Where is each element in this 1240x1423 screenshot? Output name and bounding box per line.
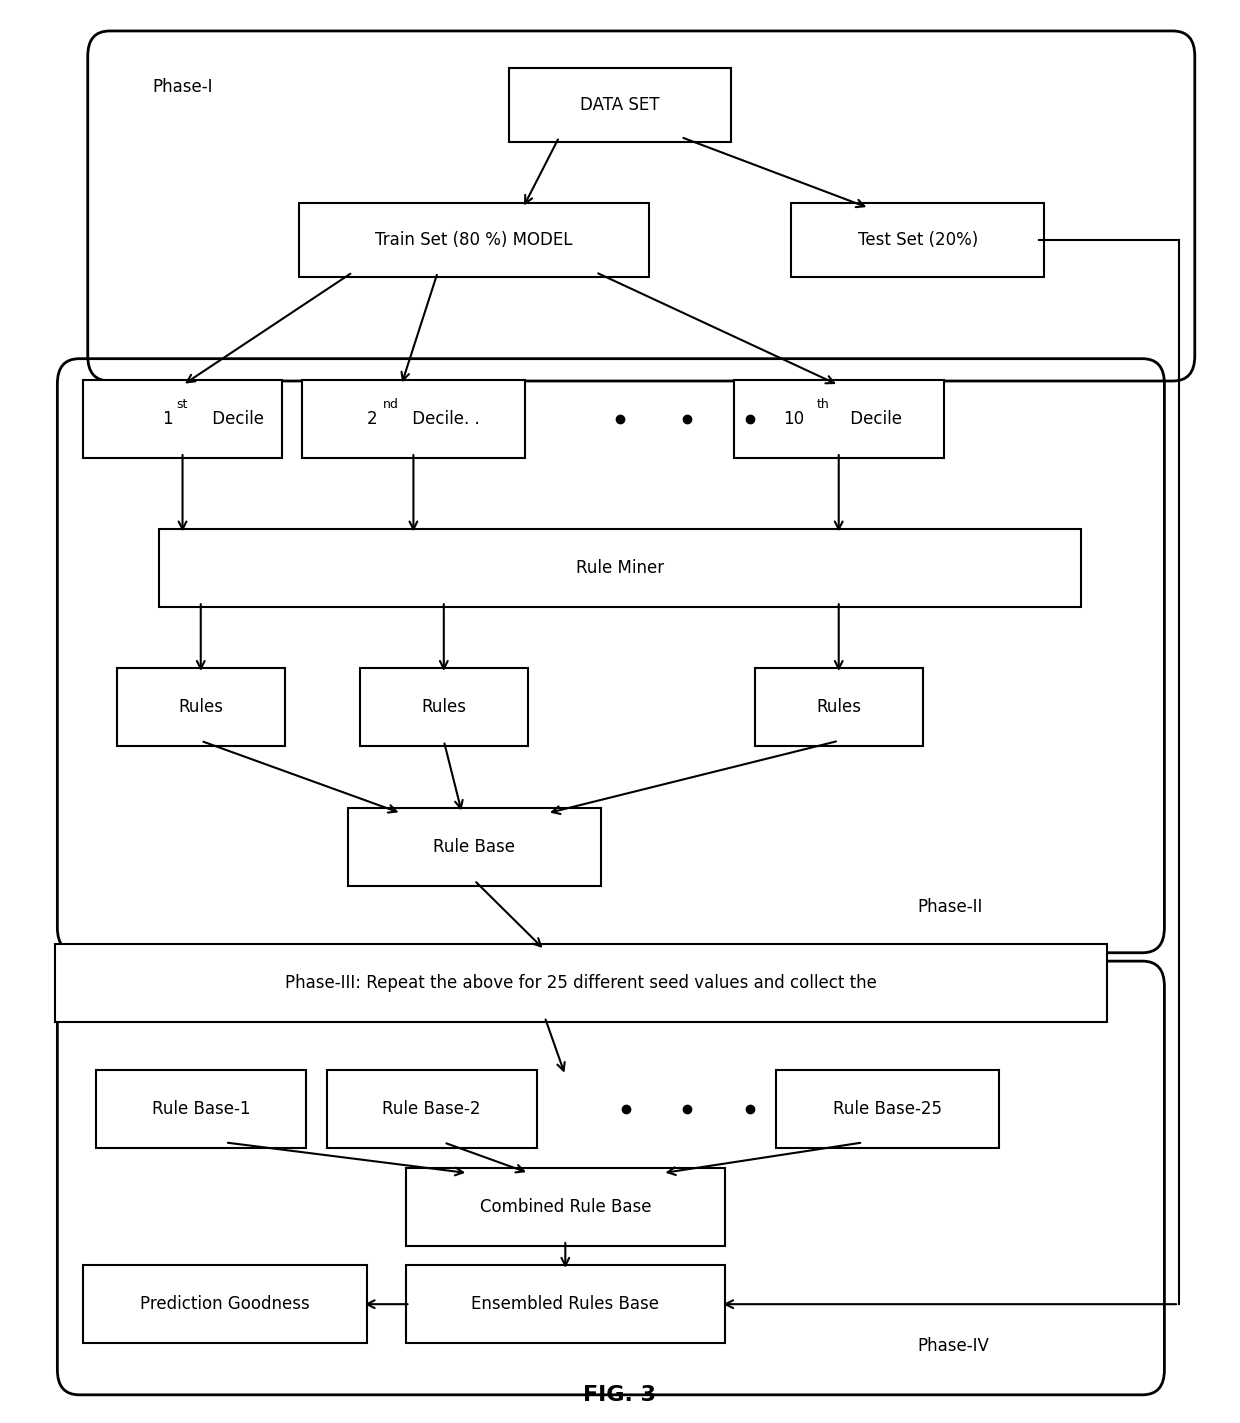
Text: Rule Base: Rule Base [433, 838, 515, 855]
Text: Prediction Goodness: Prediction Goodness [140, 1295, 310, 1313]
FancyBboxPatch shape [776, 1070, 998, 1148]
Text: Decile: Decile [207, 410, 264, 428]
Text: Rule Base-25: Rule Base-25 [833, 1100, 942, 1118]
FancyBboxPatch shape [95, 1070, 306, 1148]
Text: 1: 1 [162, 410, 172, 428]
Text: DATA SET: DATA SET [580, 95, 660, 114]
FancyBboxPatch shape [117, 669, 285, 746]
Text: Decile: Decile [844, 410, 901, 428]
Text: Phase-I: Phase-I [153, 78, 212, 95]
FancyBboxPatch shape [83, 380, 281, 458]
Text: Train Set (80 %) MODEL: Train Set (80 %) MODEL [376, 231, 573, 249]
Text: Rules: Rules [422, 699, 466, 716]
Text: nd: nd [383, 398, 399, 411]
Text: Phase-III: Repeat the above for 25 different seed values and collect the: Phase-III: Repeat the above for 25 diffe… [285, 975, 877, 992]
FancyBboxPatch shape [160, 529, 1080, 608]
Text: 10: 10 [784, 410, 805, 428]
Text: Rules: Rules [179, 699, 223, 716]
Text: 2: 2 [366, 410, 377, 428]
Text: Rules: Rules [816, 699, 862, 716]
FancyBboxPatch shape [360, 669, 528, 746]
FancyBboxPatch shape [83, 1265, 367, 1343]
Text: Phase-IV: Phase-IV [918, 1338, 990, 1355]
FancyBboxPatch shape [734, 380, 944, 458]
FancyBboxPatch shape [55, 945, 1107, 1023]
FancyBboxPatch shape [326, 1070, 537, 1148]
FancyBboxPatch shape [508, 68, 732, 142]
Text: Decile. .: Decile. . [407, 410, 480, 428]
FancyBboxPatch shape [299, 203, 650, 277]
FancyBboxPatch shape [755, 669, 923, 746]
FancyBboxPatch shape [303, 380, 525, 458]
FancyBboxPatch shape [791, 203, 1044, 277]
Text: Test Set (20%): Test Set (20%) [858, 231, 978, 249]
Text: FIG. 3: FIG. 3 [584, 1385, 656, 1405]
Text: Phase-II: Phase-II [918, 898, 983, 916]
Text: Combined Rule Base: Combined Rule Base [480, 1198, 651, 1215]
Text: Rule Miner: Rule Miner [575, 559, 665, 576]
Text: Rule Base-1: Rule Base-1 [151, 1100, 250, 1118]
FancyBboxPatch shape [347, 808, 600, 885]
Text: st: st [176, 398, 187, 411]
Text: Rule Base-2: Rule Base-2 [382, 1100, 481, 1118]
Text: Ensembled Rules Base: Ensembled Rules Base [471, 1295, 660, 1313]
FancyBboxPatch shape [405, 1167, 725, 1245]
FancyBboxPatch shape [405, 1265, 725, 1343]
Text: th: th [817, 398, 830, 411]
